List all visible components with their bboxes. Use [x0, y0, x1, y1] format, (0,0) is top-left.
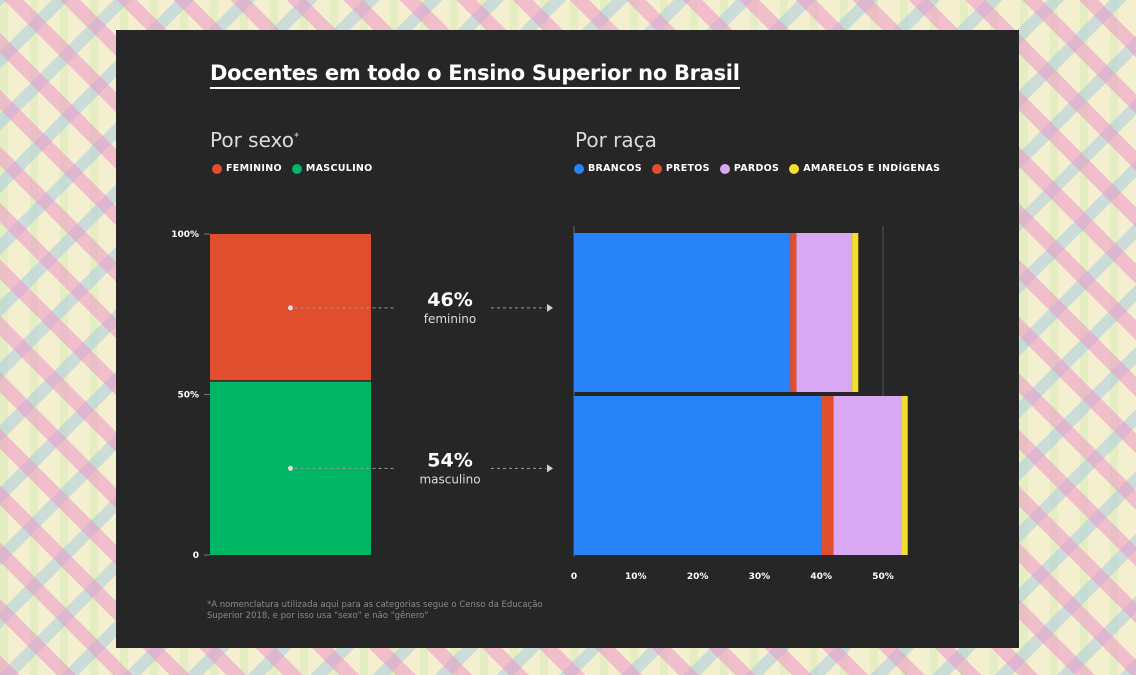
bar-feminino-pardos	[796, 233, 853, 392]
x-tick-label-right: 0	[571, 572, 577, 582]
bar-feminino-amarelos	[852, 233, 859, 392]
sex-legend: FEMININO MASCULINO	[212, 163, 373, 174]
bar-masculino-pardos	[833, 396, 902, 555]
legend-dot-masculino	[291, 163, 302, 174]
annotation-dot	[288, 465, 293, 471]
bar-masculino-brancos	[574, 396, 822, 555]
y-tick-label-left: 0	[193, 551, 199, 561]
legend-dot-pretos	[651, 163, 662, 174]
legend-item-amarelos: AMARELOS E INDÍGENAS	[789, 163, 940, 174]
legend-item-pretos: PRETOS	[651, 163, 710, 174]
x-tick-label-right: 10%	[625, 572, 647, 582]
chart-panel: Docentes em todo o Ensino Superior no Br…	[116, 30, 1019, 648]
legend-dot-amarelos	[789, 163, 800, 174]
x-tick-label-right: 40%	[810, 572, 832, 582]
annotation-value: 46%	[427, 289, 472, 311]
bar-masculino-amarelos	[901, 396, 908, 555]
legend-label-amarelos: AMARELOS E INDÍGENAS	[803, 163, 941, 174]
footnote: *A nomenclatura utilizada aqui para as c…	[207, 600, 543, 621]
legend-label-feminino: FEMININO	[226, 163, 282, 174]
bar-feminino-pretos	[790, 233, 797, 392]
bar-masculino-pretos	[821, 396, 834, 555]
legend-label-pardos: PARDOS	[733, 163, 780, 174]
annotation-label: masculino	[419, 472, 480, 486]
race-legend: BRANCOS PRETOS PARDOS AMARELOS E INDÍGEN…	[574, 163, 940, 174]
sex-subtitle-text: Por sexo	[210, 128, 294, 152]
sex-subtitle-footnote-mark: *	[294, 131, 299, 143]
annotation-dot	[288, 305, 293, 311]
chart-svg: 0 50% 100% 0 10% 20% 30% 40% 50% 46%feminino 54%ma…	[171, 226, 908, 582]
x-tick-label-right: 50%	[872, 572, 894, 582]
annotation-arrow-icon	[547, 303, 553, 312]
legend-label-brancos: BRANCOS	[588, 163, 642, 174]
race-subtitle: Por raça	[575, 128, 657, 152]
legend-item-pardos: PARDOS	[719, 163, 780, 174]
legend-dot-brancos	[574, 163, 584, 174]
legend-item-feminino: FEMININO	[212, 163, 282, 174]
annotation-label: feminino	[424, 312, 477, 326]
sex-subtitle: Por sexo*	[210, 128, 299, 152]
y-tick-label-left: 100%	[171, 230, 199, 240]
annotation-value: 54%	[427, 449, 472, 471]
x-tick-label-right: 20%	[687, 572, 709, 582]
y-tick-label-left: 50%	[177, 391, 199, 401]
annotation-arrow-icon	[547, 464, 553, 473]
legend-dot-pardos	[719, 163, 730, 174]
legend-label-pretos: PRETOS	[665, 163, 710, 174]
legend-item-brancos: BRANCOS	[574, 163, 642, 174]
page-title: Docentes em todo o Ensino Superior no Br…	[210, 61, 740, 89]
legend-item-masculino: MASCULINO	[291, 163, 373, 174]
bar-feminino-brancos	[574, 233, 791, 392]
x-tick-label-right: 30%	[749, 572, 771, 582]
legend-label-masculino: MASCULINO	[305, 163, 373, 174]
legend-dot-feminino	[212, 163, 222, 174]
